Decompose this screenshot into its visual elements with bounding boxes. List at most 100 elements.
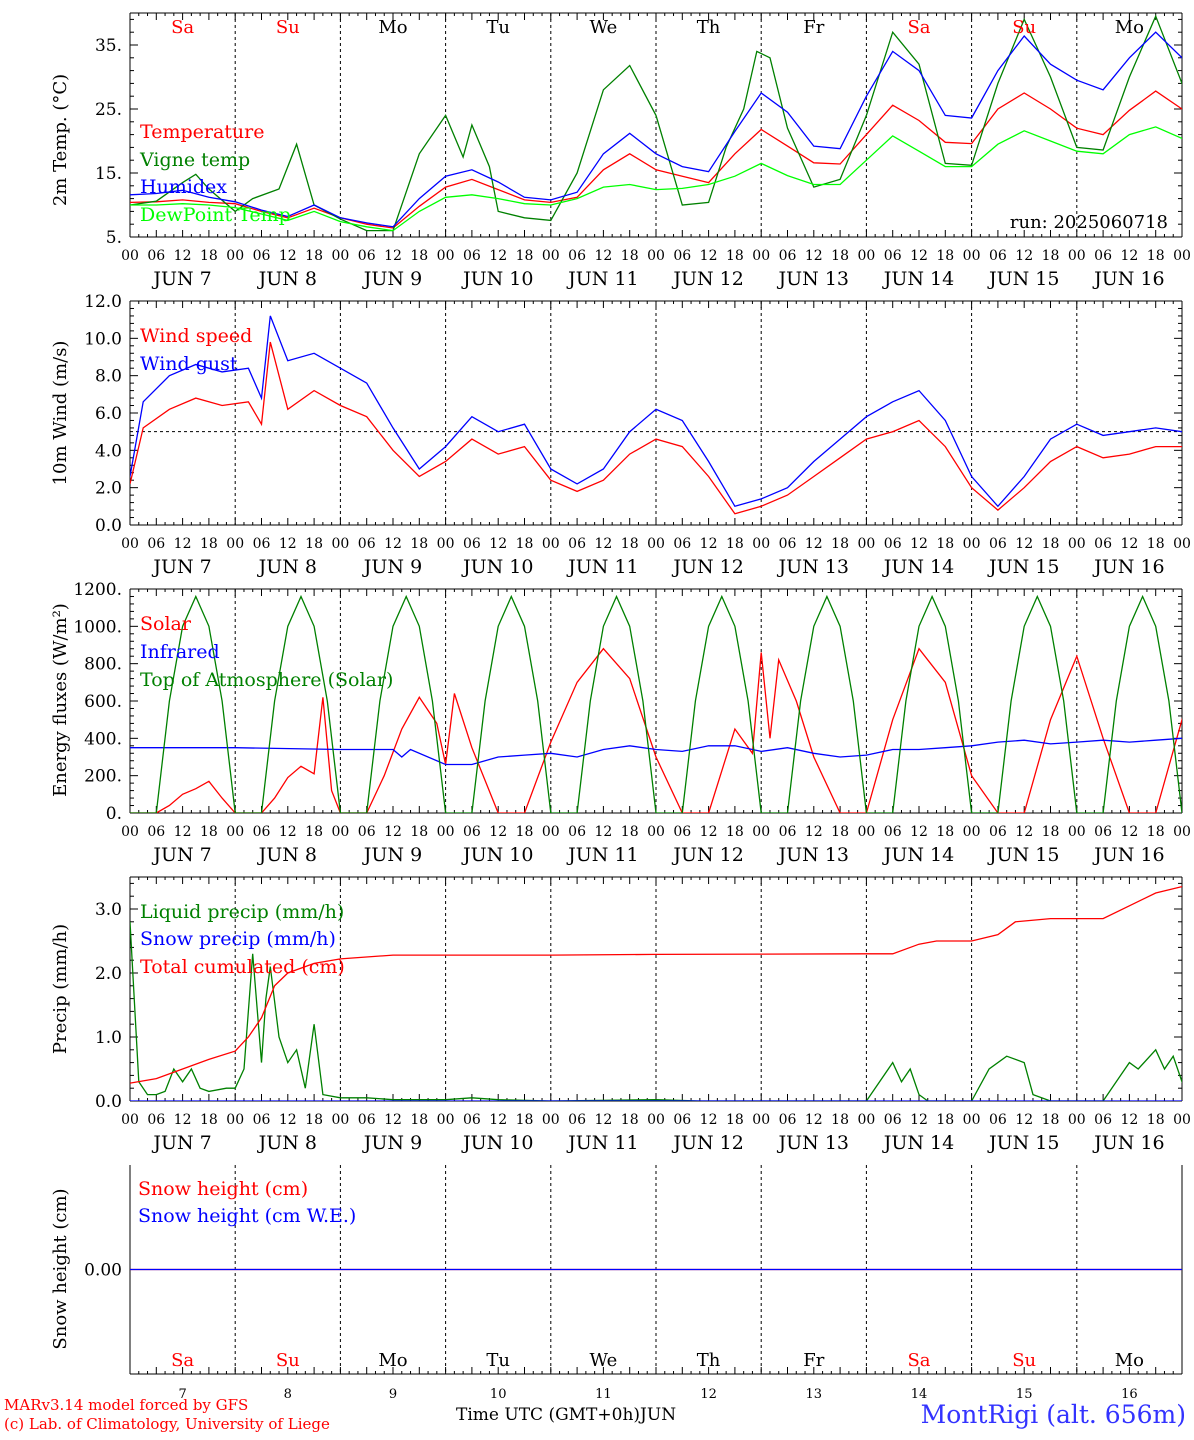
hour-tick-label: 00 — [1173, 536, 1191, 552]
hour-tick-label: 18 — [726, 536, 744, 552]
date-label: JUN 7 — [151, 268, 211, 290]
y-tick-label: 200. — [84, 767, 122, 787]
credit-line-model: MARv3.14 model forced by GFS — [4, 1396, 249, 1414]
hour-tick-label: 06 — [147, 824, 165, 840]
weekday-label: Mo — [1115, 1350, 1144, 1371]
date-label: JUN 13 — [777, 844, 849, 866]
hour-tick-label: 00 — [226, 1112, 244, 1128]
hour-tick-label: 18 — [516, 1112, 534, 1128]
hour-tick-label: 06 — [1094, 1112, 1112, 1128]
hour-tick-label: 18 — [1147, 248, 1165, 264]
date-label: JUN 9 — [362, 844, 422, 866]
panel-5: 0.00 Snow height (cm) Snow height (cm) Snow… — [50, 1165, 1183, 1402]
day-number: 12 — [700, 1387, 717, 1402]
date-label: JUN 13 — [777, 268, 849, 290]
hour-tick-label: 06 — [568, 1112, 586, 1128]
weekday-label: Su — [276, 1350, 300, 1371]
y-tick-label: 0.00 — [84, 1261, 122, 1281]
hour-tick-label: 12 — [489, 824, 507, 840]
hour-tick-label: 00 — [963, 1112, 981, 1128]
hour-tick-label: 18 — [936, 248, 954, 264]
date-label: JUN 14 — [882, 556, 954, 578]
hour-tick-label: 18 — [200, 824, 218, 840]
hour-tick-label: 00 — [1068, 824, 1086, 840]
hour-tick-label: 00 — [437, 536, 455, 552]
y-tick-label: 35. — [95, 36, 122, 56]
y-tick-label: 2.0 — [95, 964, 122, 984]
date-label: JUN 9 — [362, 1132, 422, 1154]
panel-2: 0.0 2.0 4.0 6.0 8.0 10.0 12.0 10m Wind (m/s) Win… — [50, 292, 1191, 578]
hour-tick-label: 12 — [384, 1112, 402, 1128]
weekday-label: Sa — [907, 1350, 930, 1371]
legend-entry: Humidex — [140, 176, 227, 198]
panel-3: 0. 200. 400. 600. 800. 1000. 1200.Energy fluxe… — [50, 580, 1191, 866]
hour-tick-label: 00 — [647, 248, 665, 264]
date-label: JUN 14 — [882, 844, 954, 866]
hour-tick-label: 00 — [121, 1112, 139, 1128]
day-number: 8 — [284, 1387, 292, 1402]
hour-tick-label: 18 — [1147, 1112, 1165, 1128]
hour-tick-label: 18 — [831, 248, 849, 264]
weekday-label: Mo — [1115, 17, 1144, 38]
hour-tick-label: 18 — [305, 536, 323, 552]
hour-tick-label: 12 — [384, 824, 402, 840]
hour-tick-label: 06 — [779, 1112, 797, 1128]
weekday-label: Mo — [378, 17, 407, 38]
hour-tick-label: 06 — [884, 536, 902, 552]
legend-entry: Infrared — [140, 641, 220, 663]
series-line — [130, 594, 1182, 813]
series-line — [130, 14, 1182, 232]
date-label: JUN 10 — [461, 268, 533, 290]
hour-tick-label: 06 — [673, 248, 691, 264]
hour-tick-label: 18 — [516, 248, 534, 264]
y-axis-title: Snow height (cm) — [50, 1188, 71, 1349]
hour-tick-label: 12 — [594, 1112, 612, 1128]
legend-entry: Total cumulated (cm) — [140, 956, 345, 978]
hour-tick-label: 06 — [989, 824, 1007, 840]
hour-tick-label: 06 — [884, 1112, 902, 1128]
model-credit: MARv3.14 model forced by GFS (c) Lab. of… — [4, 1396, 330, 1434]
hour-tick-label: 18 — [831, 1112, 849, 1128]
date-label: JUN 8 — [257, 268, 317, 290]
hour-tick-label: 00 — [437, 248, 455, 264]
hour-tick-label: 12 — [1120, 248, 1138, 264]
date-label: JUN 16 — [1092, 844, 1164, 866]
hour-tick-label: 12 — [1015, 248, 1033, 264]
y-tick-label: 25. — [95, 100, 122, 120]
date-label: JUN 8 — [257, 1132, 317, 1154]
y-tick-label: 600. — [84, 692, 122, 712]
date-label: JUN 10 — [461, 1132, 533, 1154]
hour-tick-label: 12 — [805, 248, 823, 264]
hour-tick-label: 06 — [1094, 248, 1112, 264]
y-tick-label: 12.0 — [84, 292, 122, 312]
hour-tick-label: 06 — [1094, 536, 1112, 552]
credit-line-lab: (c) Lab. of Climatology, University of L… — [4, 1415, 330, 1433]
hour-tick-label: 18 — [726, 824, 744, 840]
hour-tick-label: 12 — [805, 1112, 823, 1128]
hour-tick-label: 06 — [463, 1112, 481, 1128]
hour-tick-label: 12 — [700, 536, 718, 552]
date-label: JUN 11 — [566, 556, 638, 578]
hour-tick-label: 12 — [279, 824, 297, 840]
y-tick-label: 1000. — [73, 617, 122, 637]
weekday-label: Th — [697, 17, 721, 38]
hour-tick-label: 06 — [1094, 824, 1112, 840]
hour-tick-label: 12 — [279, 248, 297, 264]
day-number: 13 — [806, 1387, 823, 1402]
series-line — [130, 737, 1182, 766]
legend-entry: Wind speed — [140, 325, 252, 347]
hour-tick-label: 12 — [174, 1112, 192, 1128]
y-axis-title: Precip (mm/h) — [50, 924, 71, 1054]
weekday-label: Tu — [486, 17, 510, 38]
hour-tick-label: 06 — [779, 824, 797, 840]
hour-tick-label: 06 — [147, 536, 165, 552]
date-label: JUN 12 — [671, 1132, 743, 1154]
hour-tick-label: 00 — [963, 824, 981, 840]
legend-entry: Solar — [140, 613, 192, 635]
date-label: JUN 14 — [882, 268, 954, 290]
hour-tick-label: 18 — [410, 1112, 428, 1128]
hour-tick-label: 18 — [621, 248, 639, 264]
series-line — [130, 885, 1182, 1084]
hour-tick-label: 18 — [200, 536, 218, 552]
hour-tick-label: 12 — [910, 1112, 928, 1128]
